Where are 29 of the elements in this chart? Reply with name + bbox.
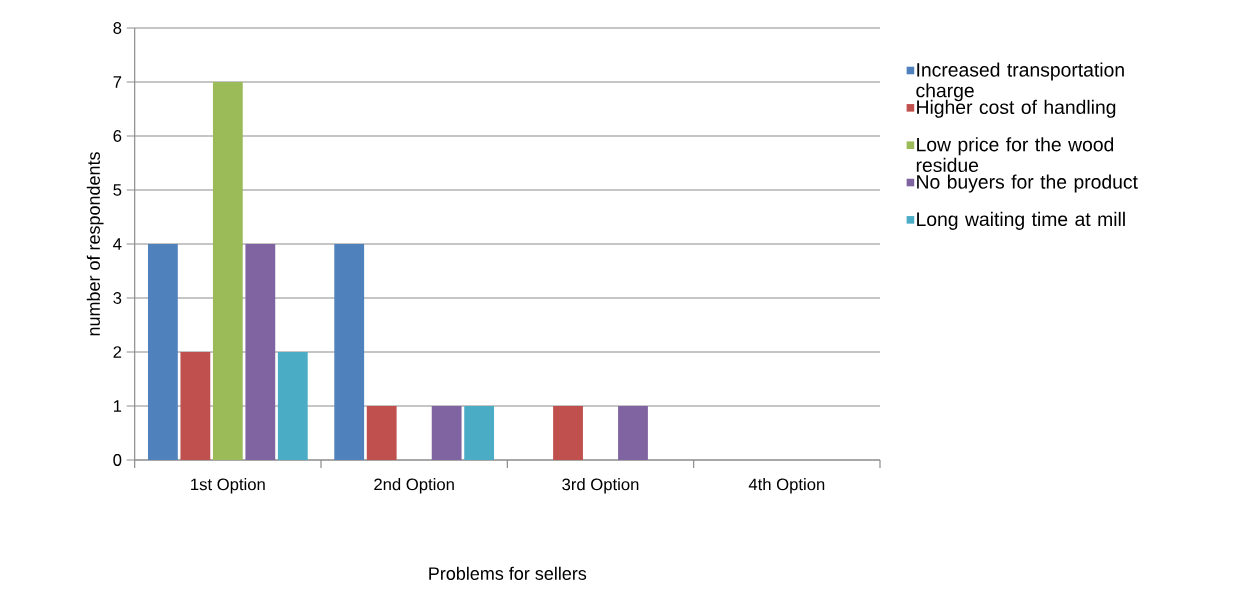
- bar: [431, 405, 462, 460]
- legend-label: No buyers for the product: [917, 174, 1138, 193]
- legend-label: Long waiting time at mill: [917, 211, 1125, 230]
- x-axis-title: Problems for sellers: [429, 566, 587, 580]
- bar: [212, 81, 243, 460]
- y-tick-label: 1: [113, 400, 122, 412]
- y-tick-label: 2: [113, 346, 122, 358]
- y-tick-label: 6: [113, 130, 122, 142]
- x-tick-label: 3rd Option: [562, 478, 639, 494]
- bar: [180, 351, 211, 460]
- bar: [366, 405, 397, 460]
- y-tick-label: 7: [113, 76, 122, 88]
- legend-label: Low price for the wood residue: [916, 137, 1114, 173]
- x-tick-label: 2nd Option: [374, 478, 454, 494]
- bar: [245, 243, 276, 460]
- y-tick-label: 3: [113, 292, 122, 304]
- x-tick-label: 1st Option: [191, 478, 265, 494]
- x-tick-label: 4th Option: [748, 478, 825, 494]
- bar: [618, 405, 648, 460]
- y-axis-title: number of respondents: [86, 152, 104, 336]
- bar: [147, 243, 178, 460]
- y-tick-label: 5: [113, 184, 122, 196]
- y-tick-label: 8: [113, 22, 122, 34]
- bar: [464, 405, 495, 460]
- bar: [334, 243, 365, 460]
- y-tick-label: 4: [113, 238, 122, 250]
- y-tick-label: 0: [113, 454, 122, 466]
- bar: [553, 405, 583, 460]
- bar: [277, 351, 308, 460]
